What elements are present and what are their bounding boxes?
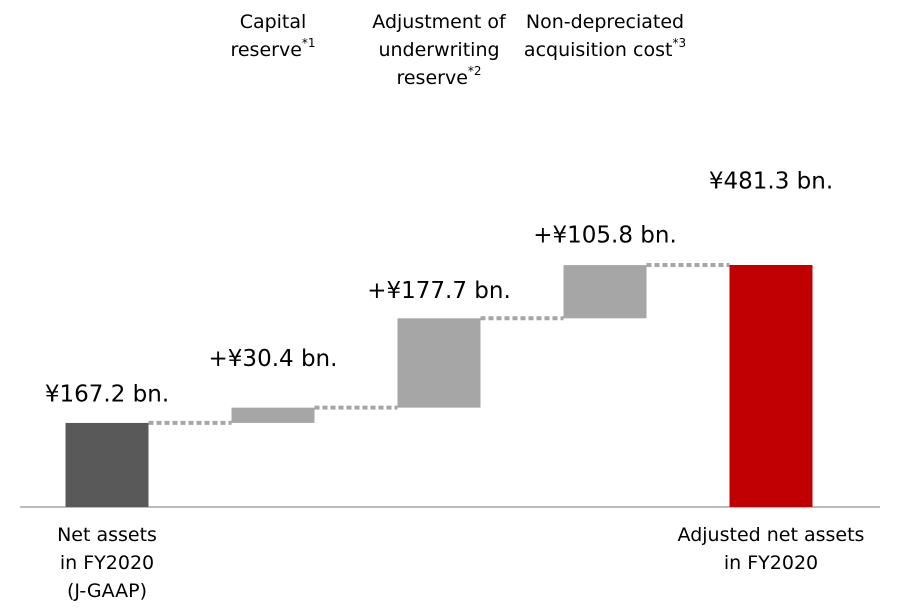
category-line: reserve <box>396 67 467 89</box>
category-line: underwriting <box>378 39 499 61</box>
category-label: Capital <box>240 11 307 33</box>
footnote-mark: *2 <box>468 64 482 78</box>
category-line: Adjustment of <box>372 11 507 33</box>
value-label: +¥30.4 bn. <box>209 346 338 372</box>
category-label: Adjusted net assets <box>678 524 865 546</box>
category-line: Capital <box>240 11 307 33</box>
category-line: (J-GAAP) <box>67 580 147 602</box>
category-line: Net assets <box>57 524 157 546</box>
category-label: in FY2020 <box>724 552 818 574</box>
bar <box>65 422 149 507</box>
category-label: (J-GAAP) <box>67 580 147 602</box>
category-line: reserve <box>230 39 301 61</box>
value-label: ¥167.2 bn. <box>45 381 169 407</box>
category-label: acquisition cost*3 <box>524 36 686 61</box>
value-label: ¥481.3 bn. <box>709 169 833 195</box>
bar <box>563 265 647 319</box>
category-label: Adjustment of <box>372 11 507 33</box>
category-label: Net assets <box>57 524 157 546</box>
bar <box>397 318 481 408</box>
category-line: in FY2020 <box>724 552 818 574</box>
footnote-mark: *3 <box>672 36 686 50</box>
bar <box>231 407 315 423</box>
bar <box>729 265 813 507</box>
footnote-mark: *1 <box>302 36 316 50</box>
value-label: +¥105.8 bn. <box>533 223 677 249</box>
category-line: acquisition cost <box>524 39 673 61</box>
category-label: Non-depreciated <box>526 11 684 33</box>
category-label: in FY2020 <box>60 552 154 574</box>
category-label: reserve*1 <box>230 36 315 61</box>
category-label: reserve*2 <box>396 64 481 89</box>
category-line: in FY2020 <box>60 552 154 574</box>
category-label: underwriting <box>378 39 499 61</box>
category-line: Non-depreciated <box>526 11 684 33</box>
category-line: Adjusted net assets <box>678 524 865 546</box>
value-label: +¥177.7 bn. <box>367 278 511 304</box>
